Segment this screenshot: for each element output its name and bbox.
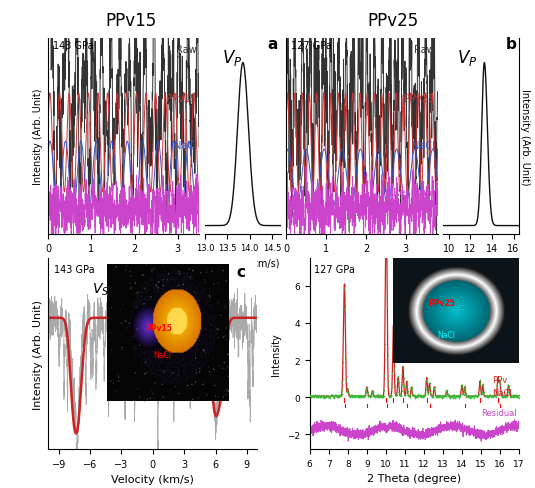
X-axis label: Velocity (km/s): Velocity (km/s) — [445, 260, 517, 269]
Y-axis label: Intensity (Arb. Unit): Intensity (Arb. Unit) — [33, 299, 43, 408]
Text: NaCl: NaCl — [412, 141, 434, 150]
Text: 143 GPa: 143 GPa — [52, 41, 93, 51]
Text: PPv: PPv — [492, 375, 507, 385]
Text: PPv25: PPv25 — [368, 12, 419, 30]
Text: 127 GPa: 127 GPa — [314, 264, 355, 274]
Text: $V_P$: $V_P$ — [221, 47, 242, 67]
Text: d: d — [498, 264, 509, 279]
Text: NaCl: NaCl — [492, 388, 511, 398]
Y-axis label: Intensity: Intensity — [271, 332, 281, 375]
Text: PPv15: PPv15 — [105, 12, 157, 30]
X-axis label: Velocity (km/s): Velocity (km/s) — [111, 474, 194, 484]
Text: $V_S$: $V_S$ — [197, 281, 214, 297]
Text: 143 GPa: 143 GPa — [55, 264, 95, 274]
Text: Residual: Residual — [155, 187, 196, 197]
X-axis label: 2 Theta (degree): 2 Theta (degree) — [367, 473, 461, 483]
Text: NaCl: NaCl — [173, 141, 196, 150]
Text: Residual: Residual — [393, 187, 434, 197]
Text: Raw: Raw — [176, 45, 196, 55]
Text: Raw: Raw — [414, 45, 434, 55]
X-axis label: Velocity (km/s): Velocity (km/s) — [207, 259, 279, 268]
Y-axis label: Intensity (Arb. Unit): Intensity (Arb. Unit) — [520, 88, 530, 185]
Text: b: b — [506, 37, 516, 52]
Text: PPv15: PPv15 — [166, 94, 196, 103]
Text: a: a — [267, 37, 278, 52]
Y-axis label: Intensity (Arb. Unit): Intensity (Arb. Unit) — [33, 88, 43, 185]
Text: PPv25: PPv25 — [404, 94, 434, 103]
Text: c: c — [236, 264, 246, 279]
Text: $V_P$: $V_P$ — [457, 47, 477, 67]
X-axis label: Time (ns): Time (ns) — [339, 260, 385, 269]
Text: 127 GPa: 127 GPa — [291, 41, 332, 51]
Text: Residual: Residual — [482, 407, 517, 417]
Text: $V_S$: $V_S$ — [92, 281, 110, 297]
X-axis label: Time (ns): Time (ns) — [101, 260, 147, 269]
